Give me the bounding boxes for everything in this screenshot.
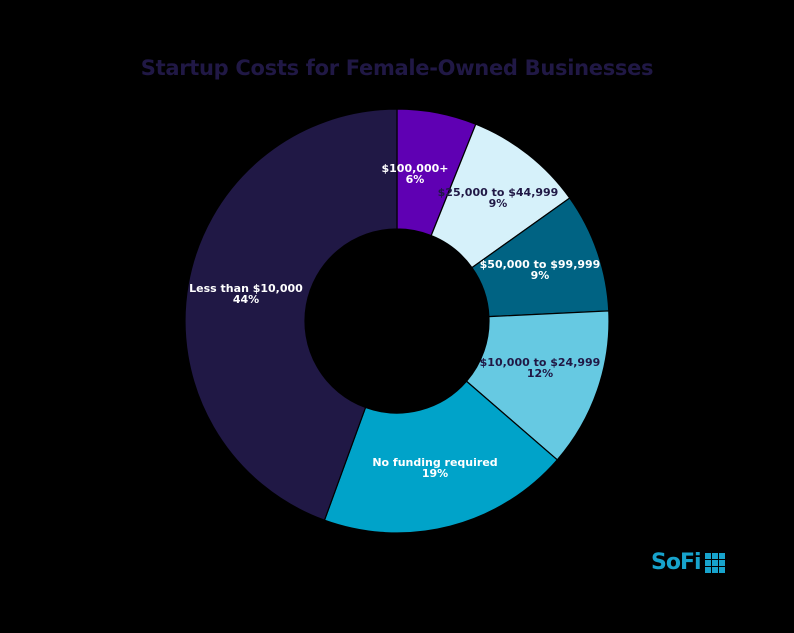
donut-slice	[184, 108, 398, 521]
logo-text: SoFi	[651, 550, 702, 575]
slice-label: $100,000+	[382, 162, 449, 175]
slice-percent: 44%	[233, 293, 259, 306]
donut-slice	[323, 380, 559, 534]
slice-percent: 6%	[406, 173, 425, 186]
slice-label: $50,000 to $99,999	[480, 258, 601, 271]
slice-percent: 19%	[422, 467, 448, 480]
donut-slice	[465, 310, 610, 461]
slice-label: No funding required	[372, 456, 497, 469]
logo-mark-icon	[704, 552, 725, 573]
sofi-logo: SoFi	[651, 550, 725, 575]
slice-percent: 9%	[531, 269, 550, 282]
chart-title: Startup Costs for Female-Owned Businesse…	[140, 56, 654, 80]
slice-percent: 9%	[489, 197, 508, 210]
slice-label: $25,000 to $44,999	[438, 186, 559, 199]
slice-percent: 12%	[527, 367, 553, 380]
slice-label: $10,000 to $24,999	[480, 356, 601, 369]
slice-label: Less than $10,000	[189, 282, 303, 295]
donut-slices	[184, 108, 610, 534]
